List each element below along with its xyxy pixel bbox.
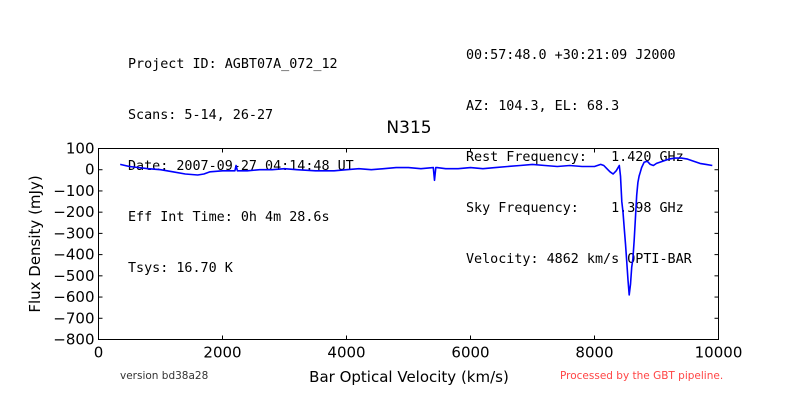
header-velocity: Velocity: 4862 km/s OPTI-BAR <box>466 252 692 267</box>
header-rest-frequency: Rest Frequency: 1.420 GHz <box>466 150 684 165</box>
x-tick-label: 4000 <box>327 344 365 362</box>
x-axis-label: Bar Optical Velocity (km/s) <box>309 368 509 386</box>
series-line <box>120 157 713 296</box>
x-tick-label: 8000 <box>575 344 613 362</box>
pipeline-note: Processed by the GBT pipeline. <box>560 370 724 382</box>
header-tsys: Tsys: 16.70 K <box>128 261 233 276</box>
y-tick-label: −100 <box>53 182 94 200</box>
plot-frame <box>98 148 719 340</box>
chart-title: N315 <box>386 118 431 138</box>
y-tick-label: −500 <box>53 267 94 285</box>
y-tick-label: 100 <box>66 140 95 158</box>
version-note: version bd38a28 <box>120 370 209 382</box>
header-scans: Scans: 5-14, 26-27 <box>128 108 274 123</box>
header-az-el: AZ: 104.3, EL: 68.3 <box>466 99 620 114</box>
y-tick-label: −700 <box>53 309 94 327</box>
series-layer <box>120 157 713 296</box>
y-tick-label: −600 <box>53 288 94 306</box>
x-tick-label: 2000 <box>203 344 241 362</box>
y-tick-label: −800 <box>53 331 94 349</box>
y-tick-label: −200 <box>53 203 94 221</box>
header-left-info: Project ID: AGBT07A_072_12 Scans: 5-14, … <box>128 22 354 294</box>
y-tick-label: −400 <box>53 246 94 264</box>
y-axis-label: Flux Density (mJy) <box>26 175 44 312</box>
x-tick-label: 10000 <box>695 344 743 362</box>
header-project-id: Project ID: AGBT07A_072_12 <box>128 57 338 72</box>
header-right-info: 00:57:48.0 +30:21:09 J2000 AZ: 104.3, EL… <box>466 13 692 285</box>
header-eff-int-time: Eff Int Time: 0h 4m 28.6s <box>128 210 330 225</box>
y-tick-label: 0 <box>85 161 95 179</box>
header-sky-frequency: Sky Frequency: 1.398 GHz <box>466 201 684 216</box>
axis-ticks: 0 2000 4000 6000 8000 10000 100 0 −100 −200 −300 −4… <box>53 140 742 362</box>
header-coordinates: 00:57:48.0 +30:21:09 J2000 <box>466 48 676 63</box>
x-tick-label: 0 <box>94 344 104 362</box>
x-tick-label: 6000 <box>451 344 489 362</box>
y-tick-label: −300 <box>53 224 94 242</box>
